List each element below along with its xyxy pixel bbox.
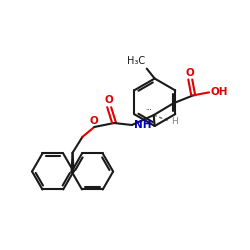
Text: NH: NH: [134, 120, 152, 130]
Text: H: H: [172, 116, 178, 126]
Text: O: O: [105, 95, 114, 105]
Text: ···: ···: [145, 107, 152, 113]
Text: OH: OH: [210, 87, 228, 97]
Text: H₃C: H₃C: [127, 56, 145, 66]
Text: O: O: [186, 68, 195, 78]
Text: O: O: [90, 116, 99, 126]
